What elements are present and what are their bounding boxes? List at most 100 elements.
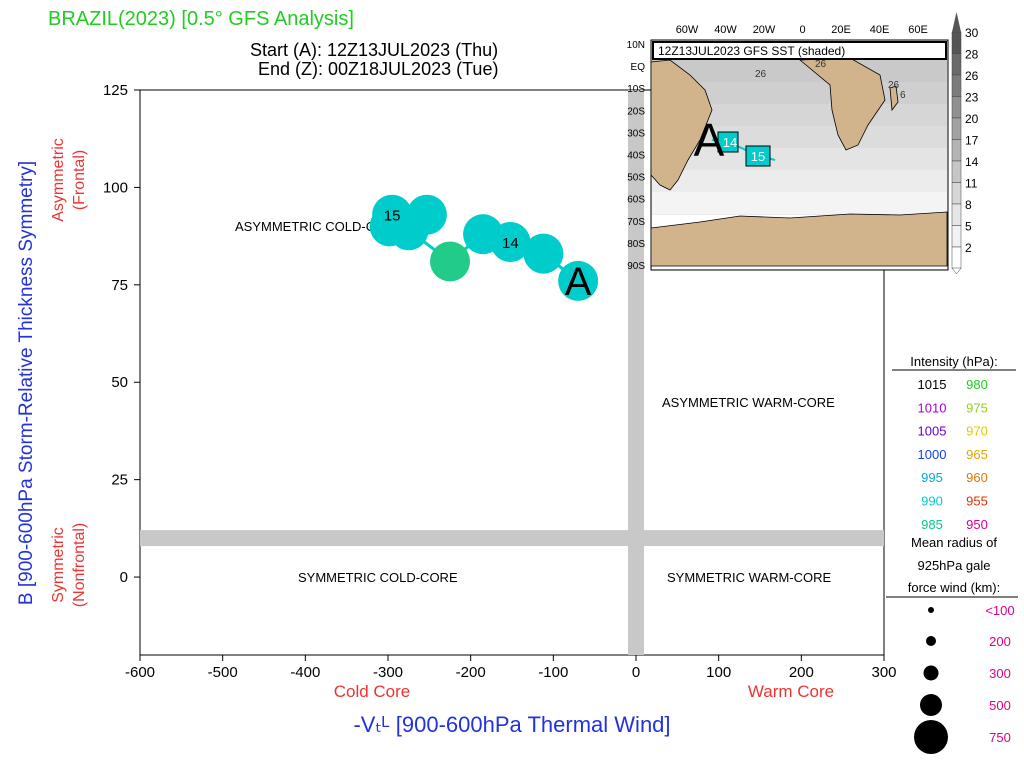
y-axis-label: B [900-600hPa Storm-Relative Thickness S… bbox=[16, 161, 37, 605]
chart-title: BRAZIL(2023) [0.5° GFS Analysis] bbox=[48, 8, 354, 30]
end-time: End (Z): 00Z18JUL2023 (Tue) bbox=[258, 59, 499, 79]
start-time: Start (A): 12Z13JUL2023 (Thu) bbox=[250, 40, 499, 60]
intensity-value: 990 bbox=[921, 494, 943, 509]
inset-title: 12Z13JUL2023 GFS SST (shaded) bbox=[658, 44, 845, 58]
track-point bbox=[558, 260, 599, 301]
intensity-value: 995 bbox=[921, 470, 943, 485]
colorbar-label: 23 bbox=[965, 91, 979, 105]
colorbar-bottom-arrow bbox=[951, 267, 962, 275]
radius-label: 300 bbox=[989, 666, 1011, 681]
inset-lat-label: 10S bbox=[627, 84, 645, 95]
inset-title-box bbox=[652, 41, 947, 60]
inset-lat-label: 10N bbox=[627, 40, 645, 51]
y-top-note-1: Asymmetric bbox=[50, 138, 67, 222]
contour-label: 26 bbox=[815, 59, 827, 70]
inset-lon-label: 20W bbox=[753, 24, 776, 36]
intensity-value: 965 bbox=[966, 447, 988, 462]
inset-lon-label: 40E bbox=[870, 24, 890, 36]
sst-band bbox=[652, 148, 947, 170]
x-tick-label: 0 bbox=[632, 664, 640, 681]
inset-lat-label: 30S bbox=[627, 128, 645, 139]
africa-land bbox=[798, 57, 886, 151]
inset-label-a: A bbox=[694, 114, 725, 166]
contour-label: 26 bbox=[888, 80, 900, 91]
inset-lat-label: EQ bbox=[631, 62, 646, 73]
x-tick-label: 200 bbox=[789, 664, 814, 681]
track-point bbox=[406, 194, 447, 235]
radius-dot bbox=[923, 665, 939, 681]
colorbar-label: 20 bbox=[965, 112, 979, 126]
colorbar-label: 11 bbox=[965, 177, 978, 191]
y-tick-label: 100 bbox=[103, 179, 128, 196]
inset-lon-label: 60E bbox=[908, 24, 928, 36]
quadrant-asym-warm: ASYMMETRIC WARM-CORE bbox=[662, 395, 835, 410]
track-point bbox=[463, 214, 504, 255]
contour-label: 6 bbox=[900, 90, 906, 101]
colorbar-segment bbox=[951, 139, 962, 162]
y-tick-label: 50 bbox=[111, 374, 128, 391]
x-tick-label: 100 bbox=[706, 664, 731, 681]
track-point-label: A bbox=[565, 260, 592, 304]
colorbar-segment bbox=[951, 203, 962, 226]
colorbar-top-arrow bbox=[952, 12, 961, 32]
radius-label: 750 bbox=[989, 730, 1011, 745]
colorbar-label: 17 bbox=[965, 134, 979, 148]
colorbar-label: 30 bbox=[965, 26, 979, 40]
colorbar-label: 2 bbox=[965, 241, 972, 255]
antarctica-land bbox=[650, 211, 948, 267]
colorbar-label: 26 bbox=[965, 69, 979, 83]
y-tick-label: 75 bbox=[111, 277, 128, 294]
colorbar-segment bbox=[951, 74, 962, 97]
inset-lon-label: 20E bbox=[831, 24, 851, 36]
vertical-divider bbox=[628, 90, 644, 655]
x-tick-label: -500 bbox=[208, 664, 238, 681]
radius-dot bbox=[926, 636, 936, 646]
colorbar-segment bbox=[951, 246, 962, 269]
radius-label: 200 bbox=[989, 634, 1011, 649]
radius-dot bbox=[928, 607, 934, 613]
radius-dot bbox=[914, 720, 948, 754]
x-right-note: Warm Core bbox=[748, 682, 834, 701]
inset-lat-label: 70S bbox=[627, 217, 645, 228]
intensity-value: 980 bbox=[966, 377, 988, 392]
quadrant-sym-cold: SYMMETRIC COLD-CORE bbox=[298, 570, 458, 585]
intensity-value: 1005 bbox=[918, 424, 947, 439]
inset-lat-label: 40S bbox=[627, 151, 645, 162]
colorbar-segment bbox=[951, 160, 962, 183]
madagascar-land bbox=[889, 85, 899, 112]
track-point-label: 14 bbox=[502, 235, 519, 252]
intensity-value: 960 bbox=[966, 470, 988, 485]
inset-lat-label: 60S bbox=[627, 195, 645, 206]
colorbar-segment bbox=[951, 182, 962, 205]
intensity-value: 1010 bbox=[918, 400, 947, 415]
track-point bbox=[372, 194, 413, 235]
y-top-note-2: (Frontal) bbox=[71, 150, 88, 210]
colorbar-segment bbox=[951, 53, 962, 76]
inset-lat-label: 20S bbox=[627, 106, 645, 117]
radius-title-2: 925hPa gale bbox=[917, 558, 990, 573]
inset-box-14 bbox=[717, 131, 739, 153]
y-tick-label: 125 bbox=[103, 82, 128, 99]
track-point bbox=[430, 241, 470, 282]
horizontal-divider bbox=[140, 530, 884, 547]
radius-dot bbox=[920, 694, 942, 716]
inset-lon-label: 0 bbox=[799, 24, 805, 36]
sst-band bbox=[652, 170, 947, 192]
track-point-label: 15 bbox=[384, 208, 401, 225]
radius-title-3: force wind (km): bbox=[908, 580, 1000, 595]
colorbar-label: 5 bbox=[965, 220, 972, 234]
inset-label-14: 14 bbox=[723, 135, 737, 150]
colorbar-segment bbox=[951, 31, 962, 54]
inset-lat-label: 80S bbox=[627, 239, 645, 250]
x-left-note: Cold Core bbox=[334, 682, 411, 701]
colorbar-segment bbox=[951, 117, 962, 140]
y-bottom-note-1: Symmetric bbox=[50, 527, 67, 603]
track-point bbox=[523, 233, 564, 274]
inset-lon-label: 40W bbox=[714, 24, 737, 36]
intensity-value: 975 bbox=[966, 400, 988, 415]
x-tick-label: -400 bbox=[290, 664, 320, 681]
inset-box-15 bbox=[745, 145, 771, 167]
intensity-value: 955 bbox=[966, 494, 988, 509]
x-tick-label: 300 bbox=[871, 664, 896, 681]
